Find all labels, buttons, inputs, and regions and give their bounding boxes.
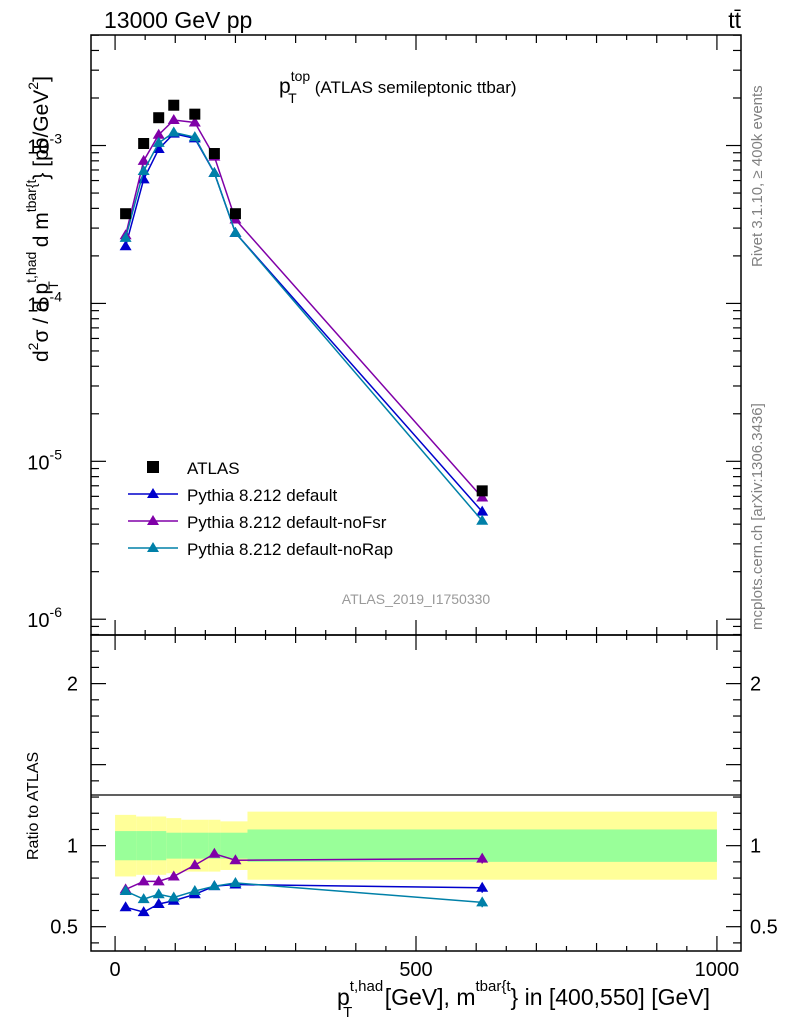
main-y-tick-label: 10-3 <box>27 131 62 159</box>
ratio-point <box>152 888 165 899</box>
mc-point <box>188 131 201 142</box>
mc-point <box>119 231 132 242</box>
main-y-tick-label: 10-5 <box>27 446 62 474</box>
legend-label: Pythia 8.212 default-noRap <box>187 540 393 559</box>
legend-marker-triangle <box>147 488 159 498</box>
band-inner-bin <box>151 831 167 861</box>
x-tick-label: 0 <box>110 959 121 981</box>
mc-line <box>124 131 483 522</box>
mc-point <box>476 514 489 525</box>
atlas-data-point <box>229 208 241 220</box>
rivet-label: Rivet 3.1.10, ≥ 400k events <box>749 85 766 267</box>
ratio-point <box>476 881 489 892</box>
ratio-y-tick-label-left: 2 <box>67 674 78 696</box>
atlas-data-point <box>189 108 201 120</box>
ratio-point <box>476 896 489 907</box>
mc-point <box>476 491 489 502</box>
atlas-data-point <box>208 148 220 160</box>
ratio-point <box>208 880 221 891</box>
ratio-y-tick-label-right: 2 <box>750 674 761 696</box>
ratio-ylabel: Ratio to ATLAS <box>25 752 42 860</box>
legend: ATLAS Pythia 8.212 default Pythia 8.212 de… <box>128 459 393 559</box>
atlas-data-point <box>168 99 180 111</box>
x-tick-label: 1000 <box>695 959 740 981</box>
atlas-data-point <box>153 112 165 124</box>
ratio-point <box>137 875 150 886</box>
beam-label: 13000 GeV pp <box>104 7 252 33</box>
ratio-point <box>167 870 180 881</box>
legend-label: ATLAS <box>187 459 240 478</box>
mc-point <box>137 164 150 175</box>
legend-marker-triangle <box>147 515 159 525</box>
ratio-point <box>208 847 221 858</box>
process-label: tt̄ <box>728 7 741 33</box>
band-inner-bin <box>115 831 137 861</box>
uncertainty-band <box>115 811 717 880</box>
mc-point <box>167 114 180 125</box>
ratio-point <box>229 876 242 887</box>
ratio-series <box>119 847 489 917</box>
ratio-frame <box>90 634 742 952</box>
band-inner-bin <box>166 832 182 859</box>
main-y-tick-label: 10-2 <box>27 0 62 1</box>
band-inner-bin <box>181 832 209 859</box>
ratio-point <box>119 901 132 912</box>
atlas-data-point <box>476 485 488 497</box>
ratio-point <box>188 859 201 870</box>
band-inner-bin <box>136 831 152 861</box>
mc-point <box>208 166 221 177</box>
mc-point <box>167 126 180 137</box>
mcplots-label: mcplots.cern.ch [arXiv:1306.3436] <box>749 403 766 630</box>
main-y-tick-label: 10-6 <box>27 604 62 632</box>
mc-line <box>124 119 483 498</box>
legend-label: Pythia 8.212 default-noFsr <box>187 513 387 532</box>
ratio-y-tick-label-right: 0.5 <box>750 917 778 939</box>
legend-label: Pythia 8.212 default <box>187 486 338 505</box>
mc-point <box>188 116 201 127</box>
atlas-data-point <box>138 137 150 149</box>
mc-point <box>152 128 165 139</box>
ratio-point <box>476 852 489 863</box>
band-inner-bin <box>208 832 221 859</box>
main-series <box>119 99 489 525</box>
mc-point <box>119 240 132 251</box>
atlas-data-point <box>120 208 132 220</box>
ratio-point <box>137 893 150 904</box>
mc-line <box>124 132 483 513</box>
ratio-point <box>152 875 165 886</box>
main-ylabel: d2σ / d pt,hadT d mtbar{t} [pb/GeV2] <box>23 76 61 362</box>
band-inner-bin <box>220 832 248 859</box>
ratio-point <box>229 854 242 865</box>
x-axis-label: pt,had T [GeV], mtbar{t} in [400,550] [Ge… <box>337 978 710 1021</box>
axis-ticks: 10-2 10-3 10-4 10-5 10-6 0.5 0.5 1 1 2 2 0 500 1000 <box>27 0 778 981</box>
plot-title: ptop T(ATLAS semileptonic ttbar) <box>279 68 517 106</box>
ratio-y-tick-label-left: 1 <box>67 836 78 858</box>
mc-point <box>476 505 489 516</box>
ratio-point <box>167 891 180 902</box>
legend-marker-triangle <box>147 542 159 552</box>
mc-point <box>152 136 165 147</box>
ratio-point <box>152 898 165 909</box>
ratio-point <box>188 885 201 896</box>
ratio-y-tick-label-left: 0.5 <box>50 917 78 939</box>
ratio-point <box>119 885 132 896</box>
main-y-tick-label: 10-4 <box>27 288 62 316</box>
analysis-id: ATLAS_2019_I1750330 <box>342 591 491 607</box>
ratio-point <box>137 906 150 917</box>
mc-point <box>229 226 242 237</box>
mc-point <box>152 143 165 154</box>
ratio-y-tick-label-right: 1 <box>750 836 761 858</box>
mc-point <box>137 154 150 165</box>
legend-marker-square <box>147 461 159 473</box>
x-tick-label: 500 <box>399 959 432 981</box>
